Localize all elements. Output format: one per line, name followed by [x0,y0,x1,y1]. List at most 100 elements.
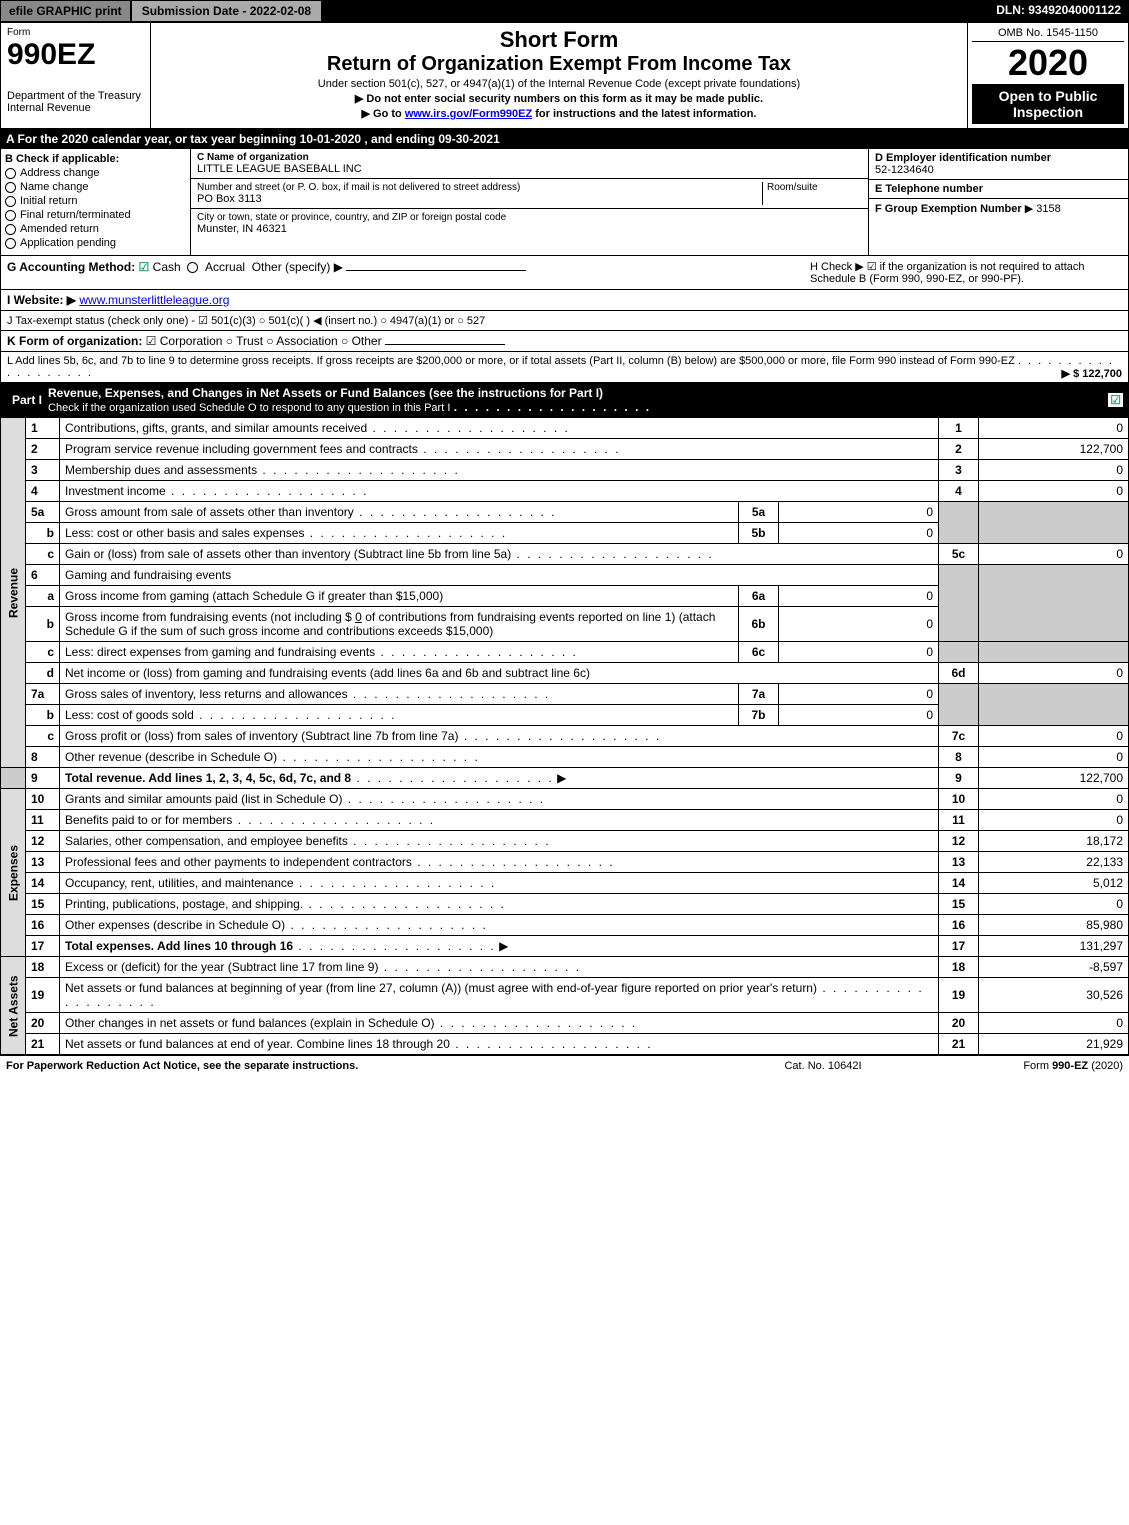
goto-pre: ▶ Go to [362,108,405,120]
box-def: D Employer identification number 52-1234… [868,149,1128,255]
box-b: B Check if applicable: Address change Na… [1,149,191,255]
goto-line: ▶ Go to www.irs.gov/Form990EZ for instru… [157,107,961,120]
f-group-label: F Group Exemption Number [875,203,1022,215]
c-name-label: C Name of organization [197,152,862,163]
part1-label: Part I [6,393,48,407]
website-link[interactable]: www.munsterlittleleague.org [79,293,229,307]
form-title-block: Short Form Return of Organization Exempt… [151,23,968,128]
line-12: 12 Salaries, other compensation, and emp… [1,831,1129,852]
line-9: 9 Total revenue. Add lines 1, 2, 3, 4, 5… [1,768,1129,789]
line-18: Net Assets 18 Excess or (deficit) for th… [1,957,1129,978]
topbar-spacer [322,0,988,22]
irs-link[interactable]: www.irs.gov/Form990EZ [405,108,532,120]
top-bar: efile GRAPHIC print Submission Date - 20… [0,0,1129,22]
form-id-block: Form 990EZ Department of the Treasury In… [1,23,151,128]
org-name: LITTLE LEAGUE BASEBALL INC [197,163,862,175]
part1-header: Part I Revenue, Expenses, and Changes in… [0,383,1129,417]
footer-left: For Paperwork Reduction Act Notice, see … [6,1060,723,1072]
line-5a: 5a Gross amount from sale of assets othe… [1,502,1129,523]
chk-initial-return[interactable]: Initial return [5,195,186,207]
room-suite-label: Room/suite [762,182,862,205]
row-l: L Add lines 5b, 6c, and 7b to line 9 to … [0,352,1129,383]
k-other-input[interactable] [385,344,505,345]
l-text: L Add lines 5b, 6c, and 7b to line 9 to … [7,355,1015,367]
g-label: G Accounting Method: [7,260,135,274]
line-6: 6 Gaming and fundraising events [1,565,1129,586]
line-6c: c Less: direct expenses from gaming and … [1,642,1129,663]
row-i: I Website: ▶ www.munsterlittleleague.org [0,290,1129,311]
form-year-block: OMB No. 1545-1150 2020 Open to Public In… [968,23,1128,128]
e-phone-label: E Telephone number [875,183,1122,195]
efile-print-button[interactable]: efile GRAPHIC print [0,0,131,22]
open-to-public: Open to Public Inspection [972,84,1124,124]
f-group-value: ▶ 3158 [1025,203,1061,215]
row-k: K Form of organization: ☑ Corporation ○ … [0,331,1129,352]
line-19: 19 Net assets or fund balances at beginn… [1,978,1129,1013]
line-2: 2 Program service revenue including gove… [1,439,1129,460]
g-accrual-check[interactable] [187,262,198,273]
line-8: 8 Other revenue (describe in Schedule O)… [1,747,1129,768]
line-6d: d Net income or (loss) from gaming and f… [1,663,1129,684]
revenue-tab: Revenue [1,418,26,768]
line-11: 11 Benefits paid to or for members 11 0 [1,810,1129,831]
g-other: Other (specify) ▶ [252,260,343,274]
street-value: PO Box 3113 [197,193,762,205]
box-b-title: B Check if applicable: [5,153,186,165]
city-value: Munster, IN 46321 [197,223,862,235]
g-cash: Cash [153,260,181,274]
g-other-input[interactable] [346,270,526,271]
goto-post: for instructions and the latest informat… [535,108,756,120]
part1-sub: Check if the organization used Schedule … [48,402,450,414]
return-title: Return of Organization Exempt From Incom… [157,53,961,76]
l-amount: ▶ $ 122,700 [1062,367,1122,380]
line-20: 20 Other changes in net assets or fund b… [1,1013,1129,1034]
g-accrual: Accrual [205,260,245,274]
page-footer: For Paperwork Reduction Act Notice, see … [0,1055,1129,1076]
city-label: City or town, state or province, country… [197,212,862,223]
chk-address-change[interactable]: Address change [5,167,186,179]
ein-value: 52-1234640 [875,164,1122,176]
line-3: 3 Membership dues and assessments 3 0 [1,460,1129,481]
line-7a: 7a Gross sales of inventory, less return… [1,684,1129,705]
chk-application-pending[interactable]: Application pending [5,237,186,249]
omb-number: OMB No. 1545-1150 [972,27,1124,42]
part1-check: ☑ [1108,393,1123,407]
g-cash-check: ☑ [139,260,150,274]
submission-date: Submission Date - 2022-02-08 [131,0,322,22]
ssn-warning: ▶ Do not enter social security numbers o… [157,92,961,105]
chk-amended-return[interactable]: Amended return [5,223,186,235]
tax-year: 2020 [972,42,1124,84]
chk-name-change[interactable]: Name change [5,181,186,193]
netassets-tab: Net Assets [1,957,26,1055]
short-form-title: Short Form [157,27,961,53]
d-ein-label: D Employer identification number [875,152,1122,164]
line-16: 16 Other expenses (describe in Schedule … [1,915,1129,936]
form-number: 990EZ [7,38,144,72]
line-15: 15 Printing, publications, postage, and … [1,894,1129,915]
under-section: Under section 501(c), 527, or 4947(a)(1)… [157,78,961,90]
street-label: Number and street (or P. O. box, if mail… [197,182,762,193]
dept-treasury: Department of the Treasury [7,90,144,102]
i-label: I Website: ▶ [7,293,76,307]
chk-final-return[interactable]: Final return/terminated [5,209,186,221]
expenses-tab: Expenses [1,789,26,957]
lines-table: Revenue 1 Contributions, gifts, grants, … [0,417,1129,1055]
line-21: 21 Net assets or fund balances at end of… [1,1034,1129,1055]
dln: DLN: 93492040001122 [988,0,1129,22]
row-g-h: G Accounting Method: ☑ Cash Accrual Othe… [0,256,1129,290]
form-label: Form [7,27,144,38]
line-14: 14 Occupancy, rent, utilities, and maint… [1,873,1129,894]
box-c: C Name of organization LITTLE LEAGUE BAS… [191,149,868,255]
row-j: J Tax-exempt status (check only one) - ☑… [0,311,1129,331]
footer-right: Form 990-EZ (2020) [923,1060,1123,1072]
line-5c: c Gain or (loss) from sale of assets oth… [1,544,1129,565]
identity-block: B Check if applicable: Address change Na… [0,149,1129,256]
k-label: K Form of organization: [7,334,142,348]
line-17: 17 Total expenses. Add lines 10 through … [1,936,1129,957]
line-7c: c Gross profit or (loss) from sales of i… [1,726,1129,747]
row-a-tax-year: A For the 2020 calendar year, or tax yea… [0,129,1129,149]
part1-title: Revenue, Expenses, and Changes in Net As… [48,386,603,400]
line-13: 13 Professional fees and other payments … [1,852,1129,873]
irs-label: Internal Revenue [7,102,144,114]
line-1: Revenue 1 Contributions, gifts, grants, … [1,418,1129,439]
